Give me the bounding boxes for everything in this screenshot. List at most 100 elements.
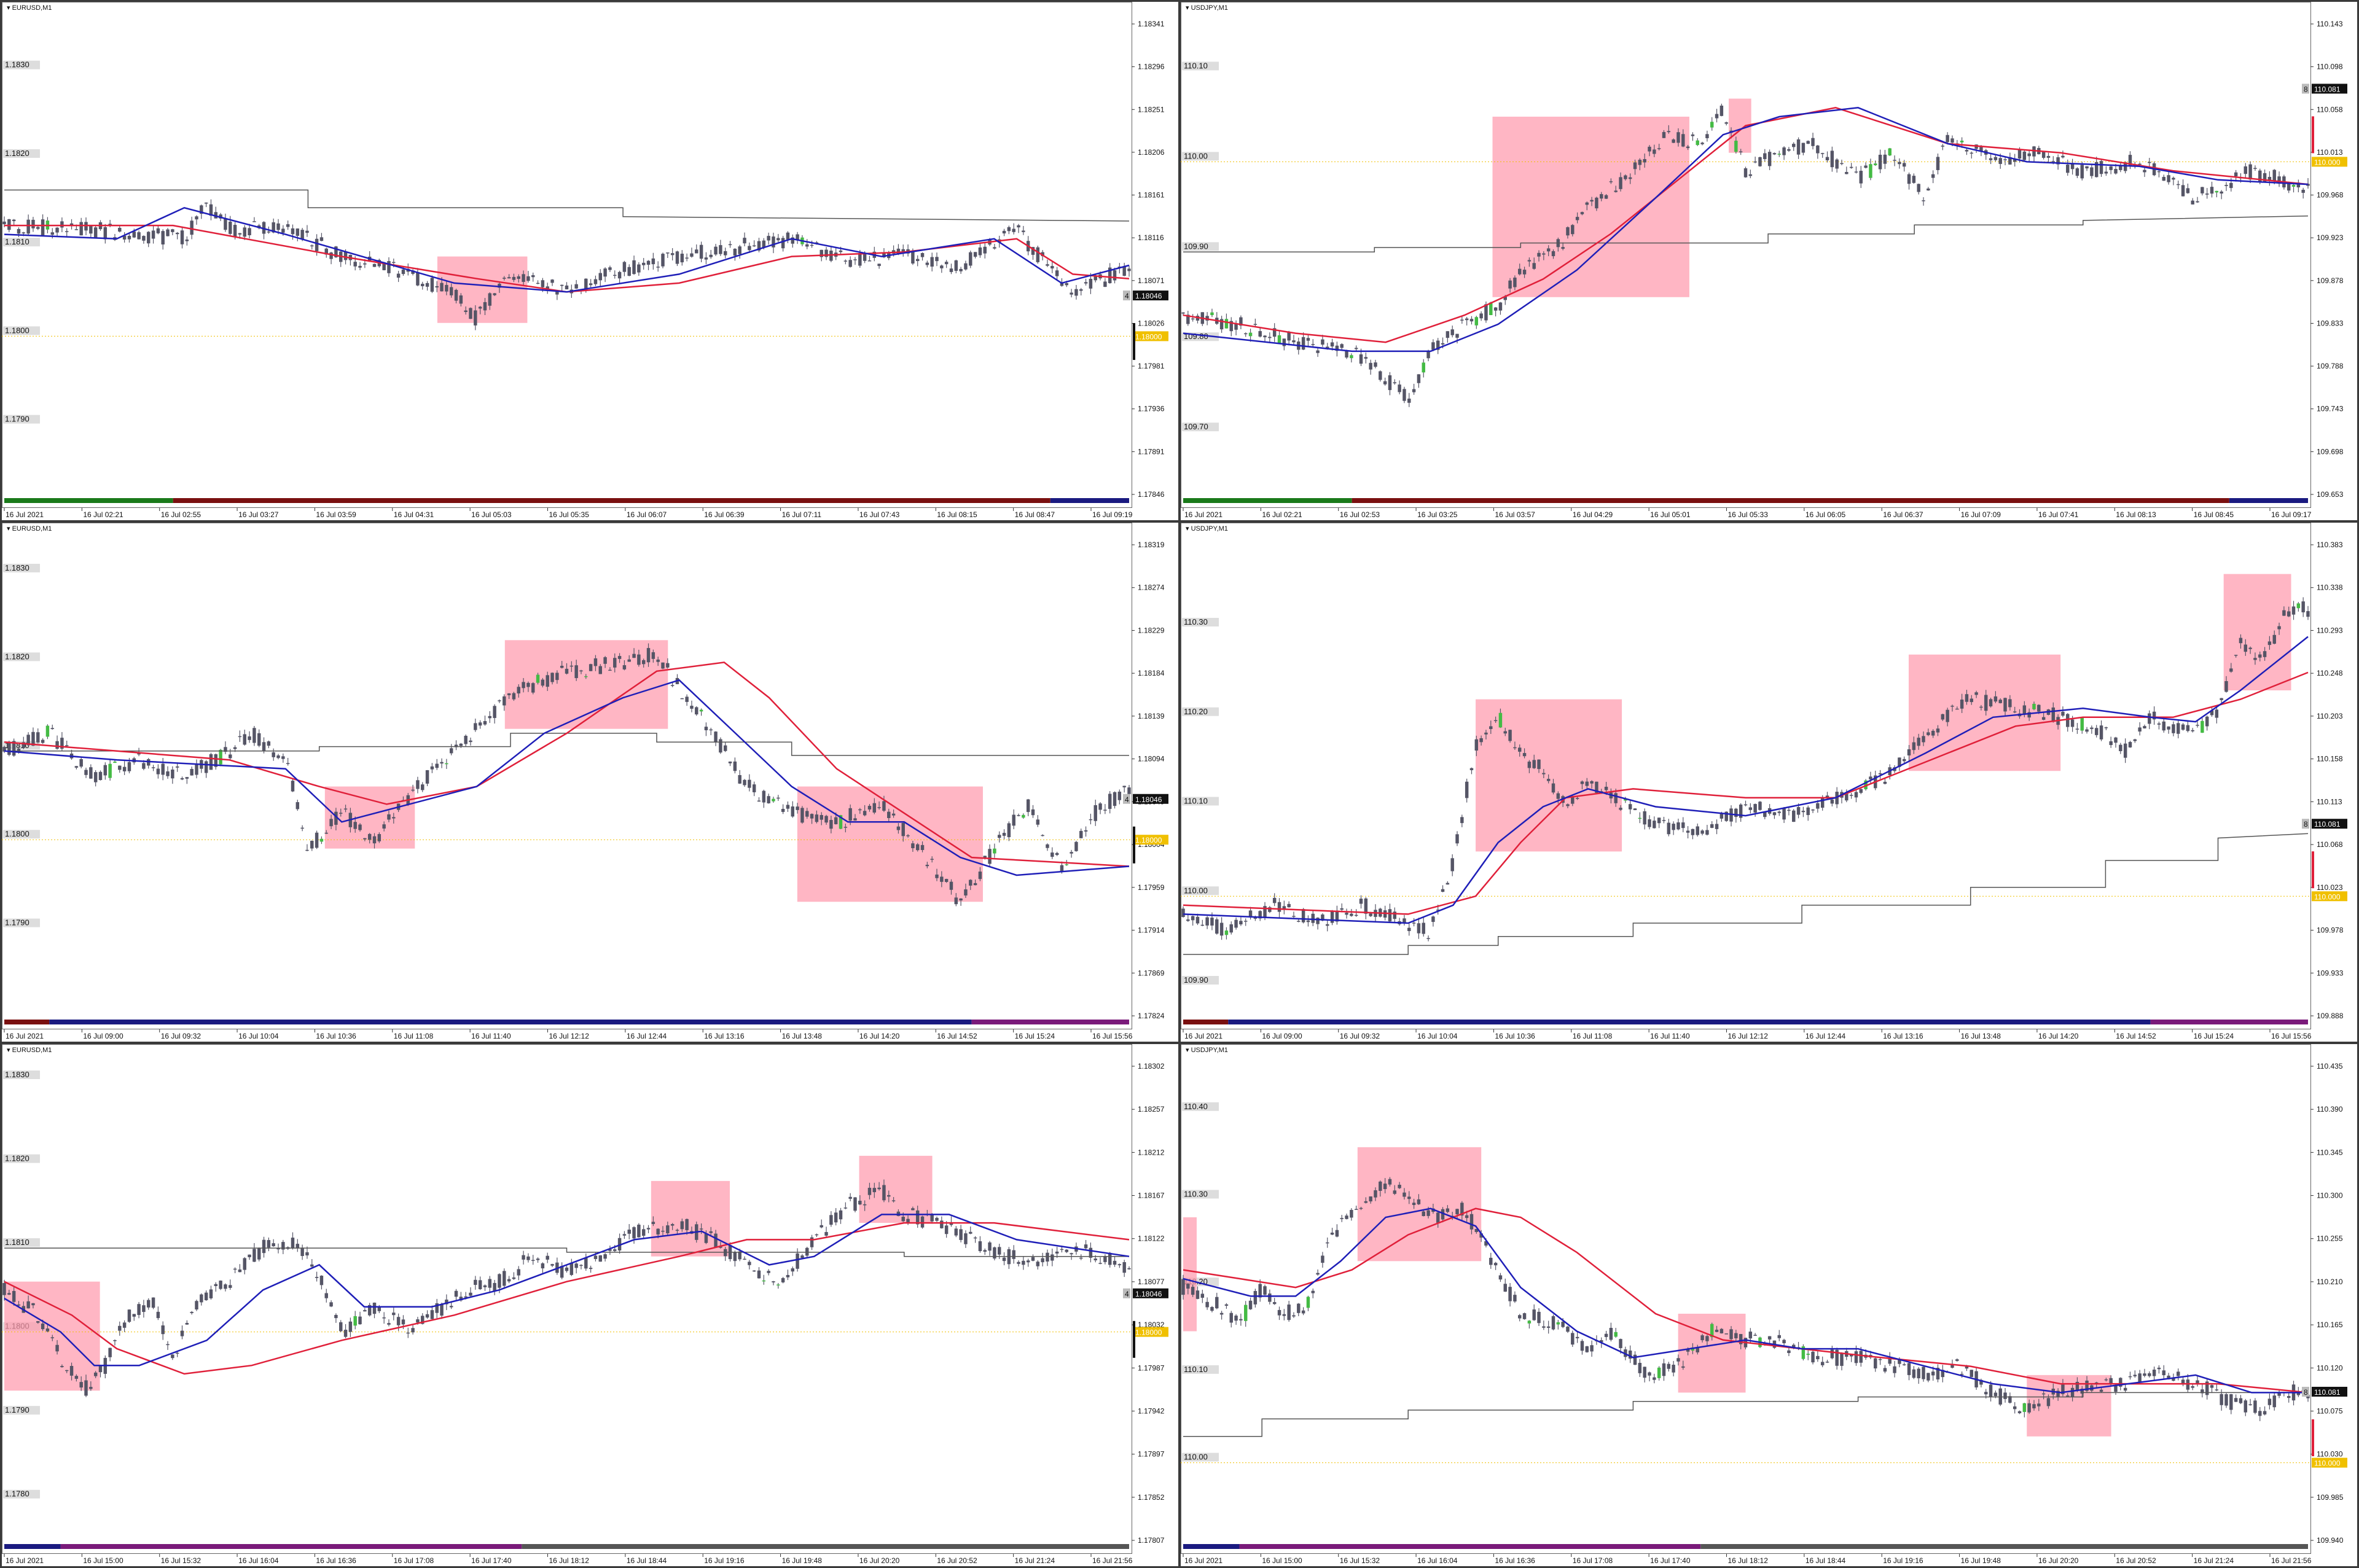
candle-body [1012,1250,1015,1259]
count-badge: 4 [1125,292,1129,300]
candle-body [824,249,828,257]
candle-body [353,262,357,267]
chart-pane-eurusd-1[interactable]: ▾ EURUSD,M1 1.1830 1.1820 1.1810 1.1800 1.179… [2,2,1178,520]
candle-body [637,654,641,665]
trailing-line [1183,215,2309,253]
candle-body [1239,921,1243,925]
candle-body [695,707,698,715]
candle-body [1474,1228,1479,1232]
candle-body [661,662,665,669]
candle-body [1993,1392,1998,1397]
candle-body [1859,1351,1863,1363]
chart-svg[interactable]: ▾ EURUSD,M11.18301.18201.18101.18001.179… [2,1044,1178,1566]
candle-body [772,798,775,802]
candle-body [1103,809,1107,811]
chart-pane-eurusd-2[interactable]: ▾ EURUSD,M1 1.1830 1.1820 1.1810 1.1800 1.179… [2,523,1178,1042]
candle-body [2234,1398,2238,1402]
candle-body [1989,158,1993,160]
candle-body [1191,1287,1195,1295]
chart-pane-usdjpy-2[interactable]: ▾ USDJPY,M1 110.30 110.20 110.10 110.00 109.9… [1181,523,2357,1042]
candle-body [2196,201,2199,203]
candle-body [445,284,448,292]
candle-body [1724,1333,1728,1335]
chart-svg[interactable]: ▾ EURUSD,M11.18301.18201.18101.18001.179… [2,2,1178,520]
candle-body [503,278,506,279]
axis-tick-label: 109.653 [2317,490,2344,499]
candle-body [752,245,756,247]
session-bar-segment [1183,498,1352,503]
candle-body [906,1219,910,1223]
candle-body [488,293,492,306]
candle-body [579,1265,583,1266]
axis-tick-label: 110.030 [2317,1450,2343,1459]
axis-tick-label: 110.058 [2317,105,2343,114]
candle-body [430,766,434,770]
candle-body [1122,786,1126,787]
candle-body [204,202,208,204]
session-bar-segment [1050,498,1129,503]
candle-body [2003,159,2007,160]
candle-body [1219,922,1224,936]
candle-body [2162,1370,2165,1376]
candle-body [1070,1253,1073,1255]
candle-body [622,262,627,272]
candle-body [1422,922,1425,934]
candle-body [319,1276,324,1285]
candle-body [41,739,45,743]
candle-body [1248,910,1253,917]
candle-body [1469,768,1474,770]
candle-body [1893,160,1896,161]
moving-average-fast [4,206,1130,293]
chart-svg[interactable]: ▾ USDJPY,M1110.10110.00109.90109.80109.7… [1181,2,2357,520]
candle-body [372,263,377,267]
candle-body [1936,1368,1940,1379]
candle-body [1580,1341,1584,1351]
candle-body [469,1292,472,1296]
candle-body [329,819,333,827]
candle-body [1079,289,1083,291]
axis-tick-label: 1.18341 [1138,20,1165,28]
candle-body [1417,923,1421,934]
candle-body [1782,147,1786,155]
candle-body [767,1271,770,1273]
candle-body [1772,153,1777,155]
price-level-tag [2312,1457,2347,1468]
candle-body [1989,699,1993,707]
candle-body [300,1247,304,1256]
candle-body [2119,1378,2122,1387]
chart-pane-usdjpy-1[interactable]: ▾ USDJPY,M1 110.10 110.00 109.90 109.80 109.7… [1181,2,2357,520]
candle-body [1050,1254,1054,1261]
candle-body [603,268,607,277]
candle-body [1585,202,1589,205]
candle-body [569,665,574,667]
trailing-line [4,733,1129,756]
candle-body [483,721,487,725]
candle-body [526,682,530,687]
candle-body [1575,798,1579,799]
candle-body [930,859,934,860]
candle-body [430,1310,434,1319]
candle-body [1643,811,1646,825]
chart-svg[interactable]: ▾ USDJPY,M1110.30110.20110.10110.00109.9… [1181,523,2357,1042]
candle-body [646,260,651,265]
axis-tick-label: 1.17869 [1138,969,1165,977]
candle-body [1878,1359,1882,1360]
candle-body [493,293,496,295]
candle-body [171,1354,174,1359]
candle-body [1345,1215,1348,1219]
chart-pane-usdjpy-3[interactable]: ▾ USDJPY,M1110.40110.30110.20110.10110.0… [1181,1044,2357,1566]
candle-body [1907,1363,1911,1375]
chart-svg[interactable]: ▾ USDJPY,M1110.40110.30110.20110.10110.0… [1181,1044,2357,1566]
candle-body [1767,1336,1772,1340]
candle-body [1854,1351,1858,1363]
candle-body [517,276,520,279]
candle-body [1724,122,1728,124]
session-bar-segment [1352,498,2229,503]
candle-body [584,1257,588,1269]
candle-body [132,231,136,238]
candle-body [1960,1373,1964,1375]
axis-tick-label: 1.17891 [1138,447,1165,456]
candle-body [2253,168,2257,169]
chart-pane-eurusd-3[interactable]: ▾ EURUSD,M11.18301.18201.18101.18001.179… [2,1044,1178,1566]
chart-svg[interactable]: ▾ EURUSD,M11.18301.18201.18101.18001.179… [2,523,1178,1042]
